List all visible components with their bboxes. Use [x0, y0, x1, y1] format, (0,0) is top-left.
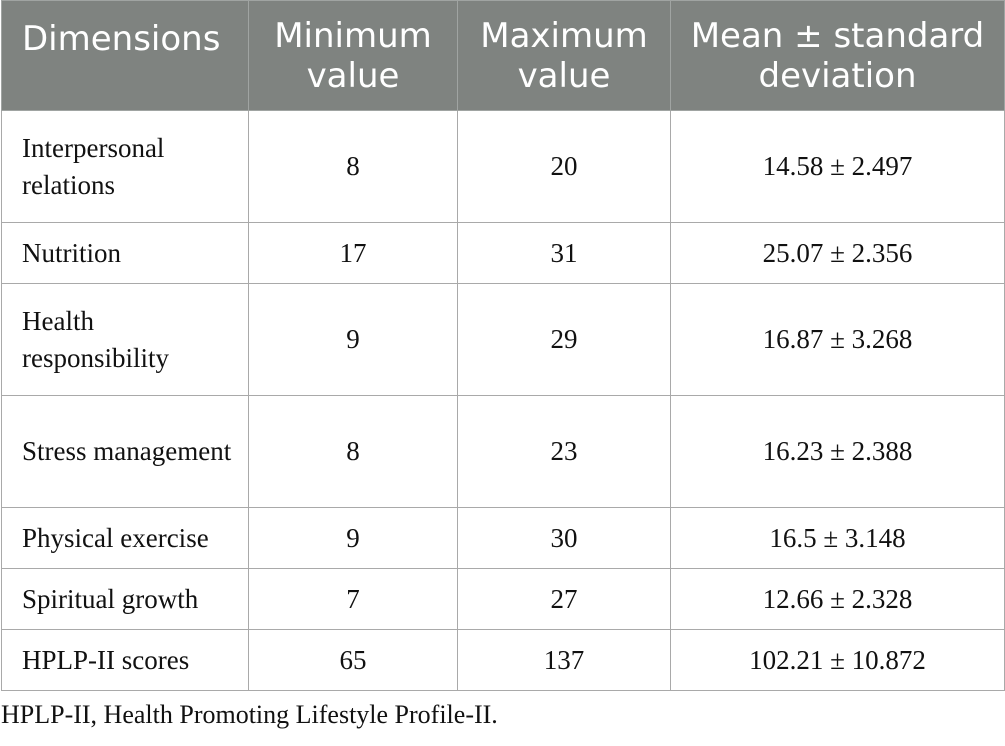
table-row: Interpersonal relations 8 20 14.58 ± 2.4…	[1, 110, 1005, 223]
data-table: Dimensions Minimum value Maximum value M…	[1, 0, 1005, 691]
table-row: Physical exercise 9 30 16.5 ± 3.148	[1, 507, 1005, 569]
header-row: Dimensions Minimum value Maximum value M…	[1, 0, 1005, 111]
table-row: Spiritual growth 7 27 12.66 ± 2.328	[1, 568, 1005, 630]
cell-min: 8	[248, 110, 458, 223]
cell-min: 65	[248, 629, 458, 691]
cell-mean-sd: 16.5 ± 3.148	[670, 507, 1005, 569]
cell-max: 27	[457, 568, 671, 630]
cell-dimension: Physical exercise	[1, 507, 249, 569]
cell-max: 30	[457, 507, 671, 569]
cell-max: 20	[457, 110, 671, 223]
cell-max: 23	[457, 395, 671, 508]
table-row: HPLP-II scores 65 137 102.21 ± 10.872	[1, 629, 1005, 691]
table-header: Dimensions Minimum value Maximum value M…	[1, 0, 1005, 111]
header-maximum-value: Maximum value	[457, 0, 671, 111]
header-dimensions: Dimensions	[1, 0, 249, 111]
table-footnote: HPLP-II, Health Promoting Lifestyle Prof…	[1, 700, 498, 729]
cell-mean-sd: 16.23 ± 2.388	[670, 395, 1005, 508]
cell-dimension: Health responsibility	[1, 283, 249, 396]
data-table-container: Dimensions Minimum value Maximum value M…	[1, 0, 1005, 691]
header-mean-sd: Mean ± standard deviation	[670, 0, 1005, 111]
cell-min: 9	[248, 283, 458, 396]
cell-dimension: Nutrition	[1, 222, 249, 284]
cell-mean-sd: 14.58 ± 2.497	[670, 110, 1005, 223]
cell-min: 9	[248, 507, 458, 569]
cell-max: 137	[457, 629, 671, 691]
table-body: Interpersonal relations 8 20 14.58 ± 2.4…	[1, 110, 1005, 691]
cell-min: 17	[248, 222, 458, 284]
cell-mean-sd: 12.66 ± 2.328	[670, 568, 1005, 630]
cell-min: 8	[248, 395, 458, 508]
header-minimum-value: Minimum value	[248, 0, 458, 111]
cell-dimension: Interpersonal relations	[1, 110, 249, 223]
table-row: Stress management 8 23 16.23 ± 2.388	[1, 395, 1005, 508]
cell-mean-sd: 25.07 ± 2.356	[670, 222, 1005, 284]
cell-min: 7	[248, 568, 458, 630]
table-row: Health responsibility 9 29 16.87 ± 3.268	[1, 283, 1005, 396]
cell-mean-sd: 102.21 ± 10.872	[670, 629, 1005, 691]
cell-dimension: Stress management	[1, 395, 249, 508]
cell-mean-sd: 16.87 ± 3.268	[670, 283, 1005, 396]
table-row: Nutrition 17 31 25.07 ± 2.356	[1, 222, 1005, 284]
cell-dimension: Spiritual growth	[1, 568, 249, 630]
cell-max: 29	[457, 283, 671, 396]
cell-max: 31	[457, 222, 671, 284]
cell-dimension: HPLP-II scores	[1, 629, 249, 691]
